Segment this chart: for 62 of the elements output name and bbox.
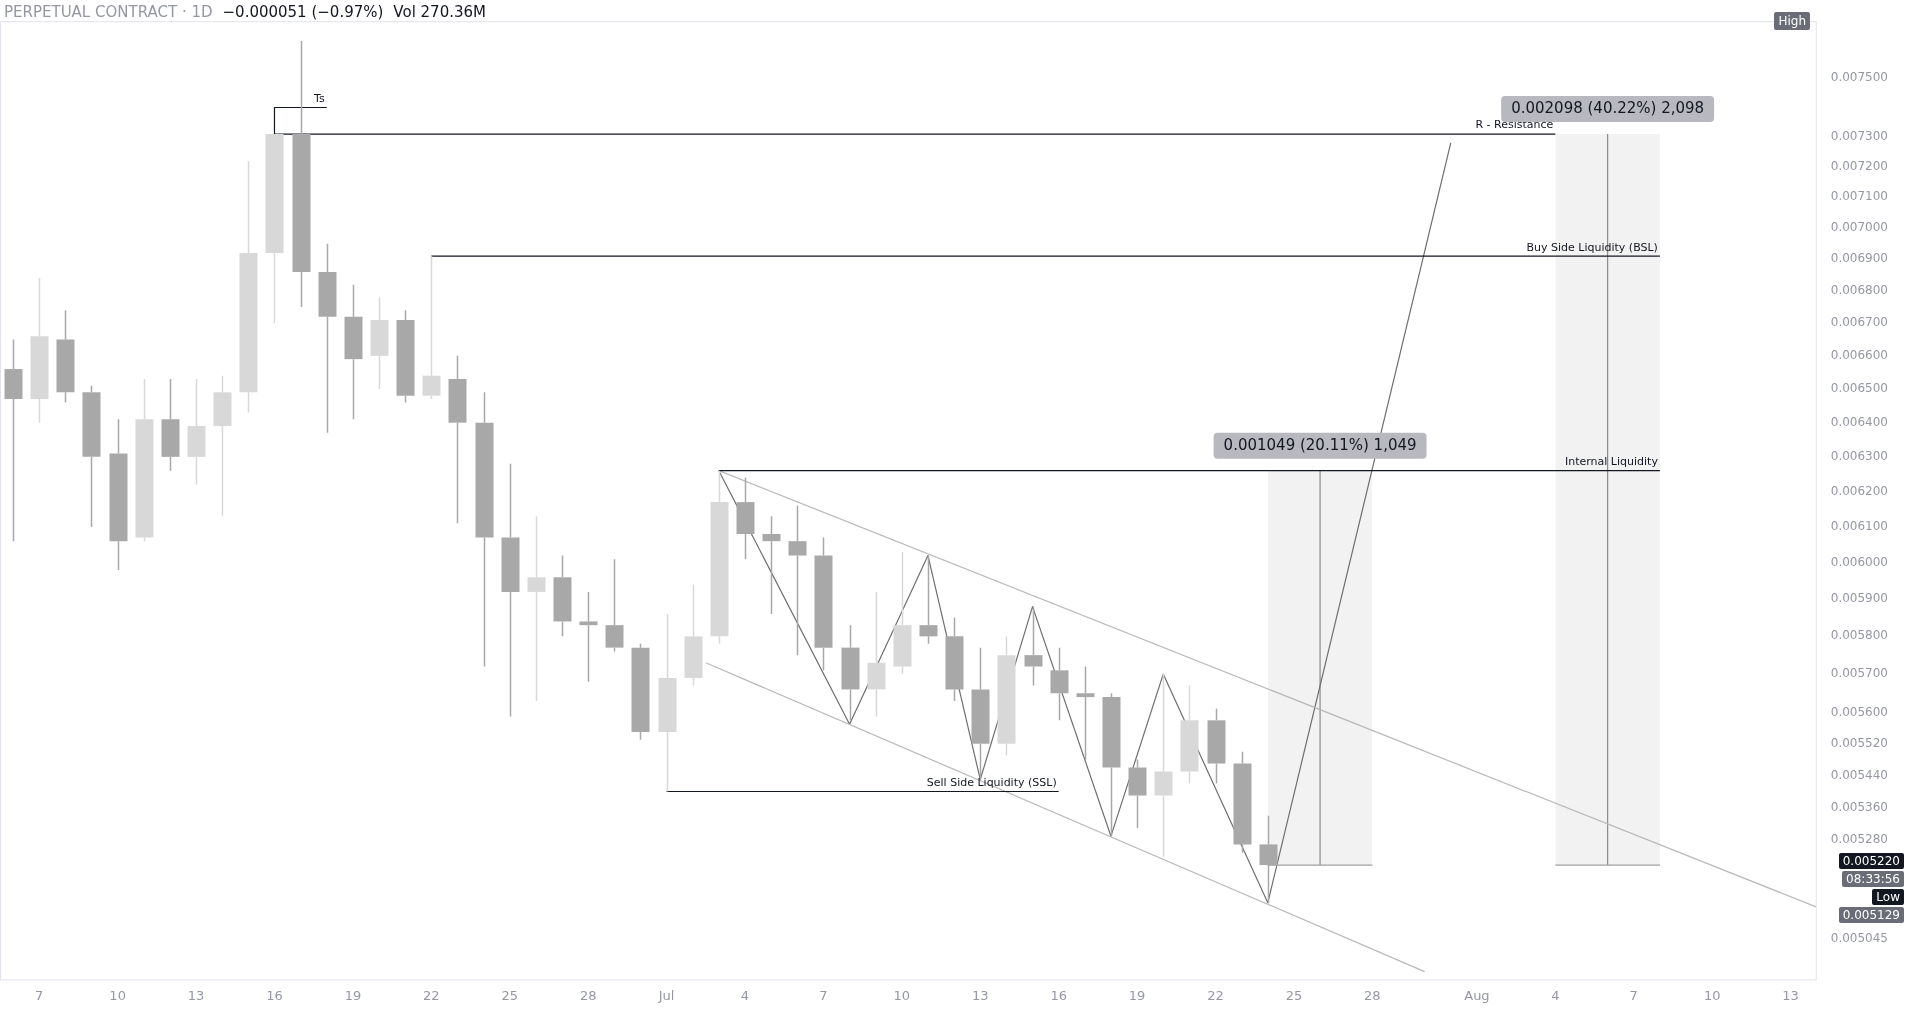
x-tick-label: 25 (1285, 987, 1303, 1003)
x-tick-label: 16 (266, 987, 283, 1003)
text: Vol 270.36M (393, 3, 486, 21)
y-tick-label: 0.005900 (1830, 591, 1889, 606)
series-label: Ts (313, 91, 326, 105)
x-tick-label: 10 (1703, 987, 1721, 1003)
x-tick-label: 22 (1207, 987, 1224, 1003)
y-tick-label: 0.005700 (1830, 666, 1889, 681)
y-tick-label: 0.006800 (1830, 283, 1889, 298)
x-tick-label: 28 (579, 987, 597, 1003)
x-tick-label: Aug (1464, 987, 1490, 1003)
y-tick-label: 0.006300 (1830, 448, 1889, 463)
x-tick-label: 7 (1629, 987, 1638, 1003)
text: Low (1872, 889, 1904, 905)
y-tick-label: 0.006200 (1830, 483, 1889, 498)
x-tick-label: Jul (657, 987, 675, 1003)
text: 0.005220 (1838, 853, 1904, 869)
series-label: Sell Side Liquidity (SSL) (926, 775, 1057, 789)
chart-title: PERPETUAL CONTRACT · 1D (4, 3, 213, 21)
x-tick-label: 7 (35, 987, 44, 1003)
x-tick-label: 13 (971, 987, 989, 1003)
y-tick-label: 0.005280 (1830, 832, 1889, 847)
y-tick-label: 0.005440 (1830, 767, 1889, 782)
x-tick-label: 13 (187, 987, 205, 1003)
y-tick-label: 0.005600 (1830, 704, 1889, 719)
annotation: High (1774, 12, 1810, 30)
text: 0.005129 (1838, 907, 1904, 923)
x-tick-label: 7 (819, 987, 828, 1003)
x-tick-label: 19 (1128, 987, 1146, 1003)
series-label: Buy Side Liquidity (BSL) (1526, 240, 1658, 254)
y-tick-label: 0.006100 (1830, 519, 1889, 534)
y-tick-label: 0.006600 (1830, 347, 1889, 362)
y-tick-label: 0.006400 (1830, 414, 1889, 429)
x-tick-label: 22 (423, 987, 440, 1003)
x-tick-label: 4 (1551, 987, 1560, 1003)
x-tick-label: 4 (740, 987, 750, 1003)
x-tick-label: 25 (501, 987, 519, 1003)
y-tick-label: 0.007500 (1830, 70, 1889, 85)
y-tick-label: 0.005045 (1830, 931, 1889, 946)
y-tick-label: 0.007300 (1830, 129, 1889, 144)
x-tick-label: 28 (1364, 987, 1381, 1003)
series-label: Internal Liquidity (1564, 455, 1659, 469)
y-tick-label: 0.005520 (1830, 735, 1889, 750)
x-tick-label: 10 (109, 987, 126, 1003)
y-tick-label: 0.006700 (1830, 315, 1889, 330)
annotation: 0.002098 (40.22%) 2,098 (1511, 98, 1705, 117)
text: 08:33:56 (1842, 871, 1904, 887)
y-tick-label: 0.007000 (1830, 220, 1889, 235)
x-tick-label: 19 (344, 987, 362, 1003)
y-tick-label: 0.006500 (1830, 381, 1889, 396)
text: −0.000051 (−0.97%) (222, 3, 384, 21)
y-tick-label: 0.006900 (1830, 251, 1889, 266)
x-tick-label: 16 (1050, 987, 1067, 1003)
y-tick-label: 0.007200 (1830, 159, 1889, 174)
y-tick-label: 0.005800 (1830, 628, 1889, 643)
y-tick-label: 0.005360 (1830, 799, 1889, 814)
y-tick-label: 0.007100 (1830, 189, 1889, 204)
x-tick-label: 13 (1782, 987, 1799, 1003)
y-tick-label: 0.006000 (1830, 554, 1889, 569)
annotation: 0.001049 (20.11%) 1,049 (1223, 435, 1417, 454)
series-label: R - Resistance (1475, 118, 1554, 132)
x-tick-label: 10 (893, 987, 911, 1003)
